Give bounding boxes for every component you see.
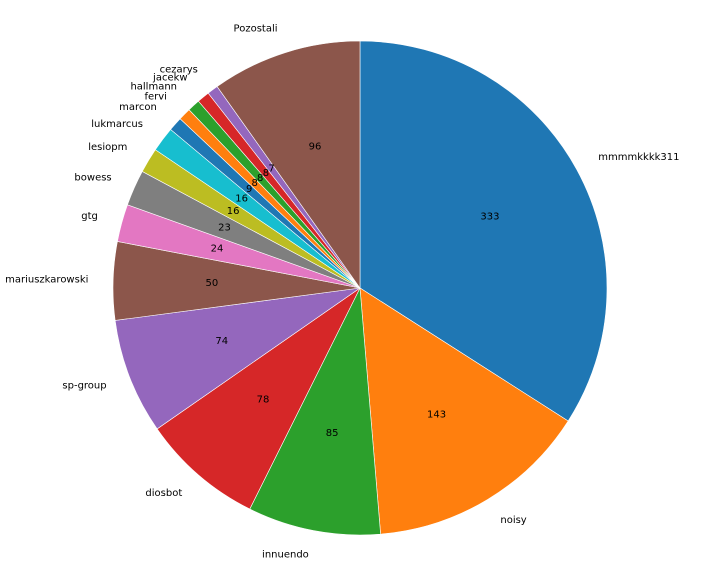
slice-label-marcon: marcon bbox=[119, 102, 157, 113]
slice-label-mmmmkkkk311: mmmmkkkk311 bbox=[598, 152, 679, 163]
slice-value-noisy: 143 bbox=[427, 409, 446, 420]
slice-value-gtg: 24 bbox=[211, 243, 224, 254]
slice-label-fervi: fervi bbox=[144, 91, 166, 102]
slice-label-innuendo: innuendo bbox=[262, 549, 309, 560]
slice-label-bowess: bowess bbox=[74, 172, 111, 183]
slice-value-mmmmkkkk311: 333 bbox=[480, 211, 499, 222]
pie-slices bbox=[112, 40, 608, 536]
pie-category-labels: mmmmkkkk311 noisy innuendo diosbot sp-group m… bbox=[5, 24, 679, 561]
slice-label-hallmann: hallmann bbox=[130, 82, 177, 93]
slice-value-innuendo: 85 bbox=[326, 428, 339, 439]
slice-value-marcon: 9 bbox=[246, 184, 252, 195]
slice-label-lukmarcus: lukmarcus bbox=[91, 119, 143, 130]
pie-slice-sp-group bbox=[114, 287, 361, 430]
slice-value-lesiopm: 16 bbox=[227, 206, 240, 217]
slice-label-jacekw: jacekw bbox=[152, 73, 188, 84]
pie-slice-mmmmkkkk311 bbox=[359, 40, 608, 422]
slice-value-hallmann: 8 bbox=[257, 173, 263, 184]
slice-label-gtg: gtg bbox=[81, 211, 98, 222]
slice-value-lukmarcus: 16 bbox=[235, 193, 248, 204]
slice-label-cezarys: cezarys bbox=[160, 64, 198, 75]
slice-label-noisy: noisy bbox=[500, 515, 526, 526]
slice-value-mariuszkarowski: 50 bbox=[205, 278, 218, 289]
slice-value-fervi: 8 bbox=[252, 178, 258, 189]
slice-label-lesiopm: lesiopm bbox=[88, 142, 127, 153]
slice-value-jacekw: 8 bbox=[263, 168, 269, 179]
pie-slice-pozostali bbox=[216, 40, 361, 289]
slice-value-pozostali: 96 bbox=[309, 141, 322, 152]
slice-value-cezarys: 7 bbox=[268, 164, 274, 175]
pie-slice-noisy bbox=[359, 287, 569, 535]
slice-value-bowess: 23 bbox=[218, 222, 231, 233]
slice-label-sp-group: sp-group bbox=[62, 381, 106, 392]
slice-value-diosbot: 78 bbox=[257, 395, 270, 406]
slice-label-diosbot: diosbot bbox=[145, 488, 182, 499]
pie-slice-innuendo bbox=[249, 286, 381, 536]
slice-label-pozostali: Pozostali bbox=[234, 24, 278, 35]
pie-slice-diosbot bbox=[156, 287, 361, 510]
slice-value-sp-group: 74 bbox=[215, 336, 228, 347]
slice-label-mariuszkarowski: mariuszkarowski bbox=[5, 275, 88, 286]
